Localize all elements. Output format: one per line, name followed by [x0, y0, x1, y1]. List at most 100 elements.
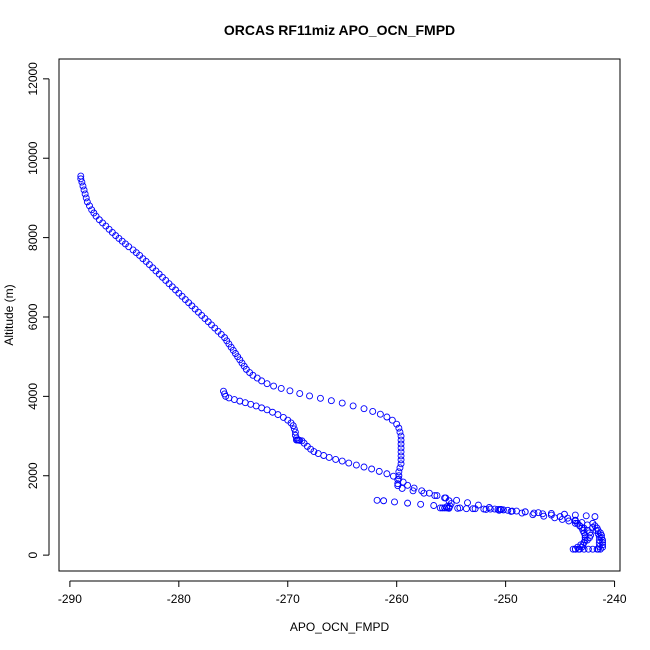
y-tick-label: 4000	[26, 383, 40, 410]
data-point	[290, 425, 298, 433]
data-point	[397, 456, 405, 464]
data-point	[383, 470, 391, 478]
data-point	[349, 402, 357, 410]
data-point	[393, 420, 401, 428]
data-point	[306, 392, 313, 400]
x-axis: -290 -280 -270 -260 -250 -240	[58, 580, 627, 606]
data-point	[338, 457, 346, 465]
data-point	[443, 503, 451, 511]
data-point	[571, 511, 579, 519]
data-point	[352, 461, 360, 469]
data-point	[571, 545, 579, 553]
data-point	[534, 509, 542, 517]
y-tick-label: 10000	[26, 141, 40, 175]
data-point	[388, 416, 396, 424]
y-tick-label: 8000	[26, 224, 40, 251]
data-point	[373, 496, 381, 504]
data-point	[397, 444, 405, 452]
data-point	[594, 527, 602, 534]
data-point	[521, 508, 529, 516]
data-point	[445, 504, 453, 512]
data-point	[360, 405, 368, 413]
data-point	[395, 475, 403, 483]
data-point	[576, 545, 584, 553]
data-point	[395, 468, 403, 476]
x-tick-label: -240	[603, 592, 627, 606]
data-point	[338, 399, 346, 407]
data-point	[464, 499, 471, 507]
data-point	[279, 413, 287, 421]
data-point	[376, 410, 384, 418]
data-point	[591, 522, 599, 530]
data-point	[471, 505, 479, 513]
data-point	[86, 202, 93, 210]
data-point	[310, 448, 318, 455]
y-tick-label: 6000	[26, 303, 40, 330]
data-point	[286, 387, 294, 395]
data-point	[462, 505, 470, 513]
data-point	[582, 512, 590, 520]
data-point	[486, 505, 494, 513]
data-point	[80, 186, 88, 194]
data-point	[494, 506, 502, 513]
data-point	[327, 397, 335, 405]
data-point	[222, 392, 230, 400]
data-point	[360, 463, 368, 471]
data-point	[589, 545, 597, 553]
data-point	[513, 507, 520, 515]
y-tick-label: 0	[26, 551, 40, 558]
data-point	[599, 538, 607, 546]
data-point	[383, 413, 391, 421]
data-point	[289, 422, 297, 430]
data-point	[504, 506, 512, 514]
x-tick-label: -270	[276, 592, 300, 606]
plot-frame	[58, 58, 621, 572]
data-point	[325, 454, 333, 461]
data-point	[395, 472, 403, 480]
data-point	[368, 465, 376, 473]
data-point	[298, 437, 306, 445]
data-point	[399, 478, 407, 486]
data-point	[345, 459, 353, 467]
data-point	[397, 448, 405, 456]
data-point	[375, 467, 383, 475]
data-point	[539, 510, 547, 518]
data-point	[258, 377, 266, 385]
data-point	[380, 497, 388, 505]
data-point	[81, 190, 89, 198]
data-point	[482, 506, 490, 513]
x-tick-label: -290	[58, 592, 82, 606]
data-point	[369, 407, 377, 415]
data-point	[576, 522, 584, 530]
data-point	[584, 545, 592, 553]
data-point	[499, 506, 507, 514]
data-point	[574, 519, 581, 527]
data-point	[78, 178, 86, 186]
data-point	[456, 504, 464, 512]
data-point	[77, 175, 85, 183]
data-point	[296, 390, 304, 398]
data-point	[491, 505, 499, 513]
data-point	[270, 382, 278, 390]
data-point	[397, 460, 405, 468]
data-point	[589, 519, 597, 527]
data-point	[599, 536, 607, 544]
data-point	[397, 432, 405, 440]
data-point	[397, 440, 405, 448]
data-point	[396, 428, 404, 436]
data-point	[599, 543, 607, 551]
data-point	[433, 492, 441, 500]
data-point	[397, 452, 405, 460]
data-point	[404, 481, 412, 489]
y-tick-label: 2000	[26, 462, 40, 489]
data-point	[79, 182, 87, 190]
y-axis-label: Altitude (m)	[2, 284, 16, 345]
data-point	[495, 506, 503, 514]
data-point	[389, 472, 397, 480]
data-point	[599, 541, 607, 549]
data-point	[274, 411, 282, 419]
data-point	[453, 496, 461, 504]
data-point	[569, 545, 577, 553]
data-point	[83, 198, 91, 206]
